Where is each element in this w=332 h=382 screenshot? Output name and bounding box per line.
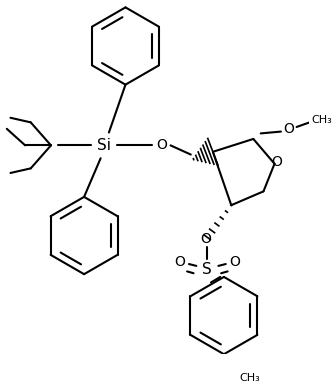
- Text: O: O: [283, 122, 294, 136]
- Text: Si: Si: [97, 138, 111, 153]
- Text: CH₃: CH₃: [239, 373, 260, 382]
- Text: CH₃: CH₃: [311, 115, 332, 125]
- Text: O: O: [174, 255, 185, 269]
- Text: O: O: [200, 232, 211, 246]
- Text: O: O: [271, 155, 282, 169]
- Text: S: S: [203, 262, 212, 277]
- Text: O: O: [156, 138, 167, 152]
- Text: O: O: [229, 255, 240, 269]
